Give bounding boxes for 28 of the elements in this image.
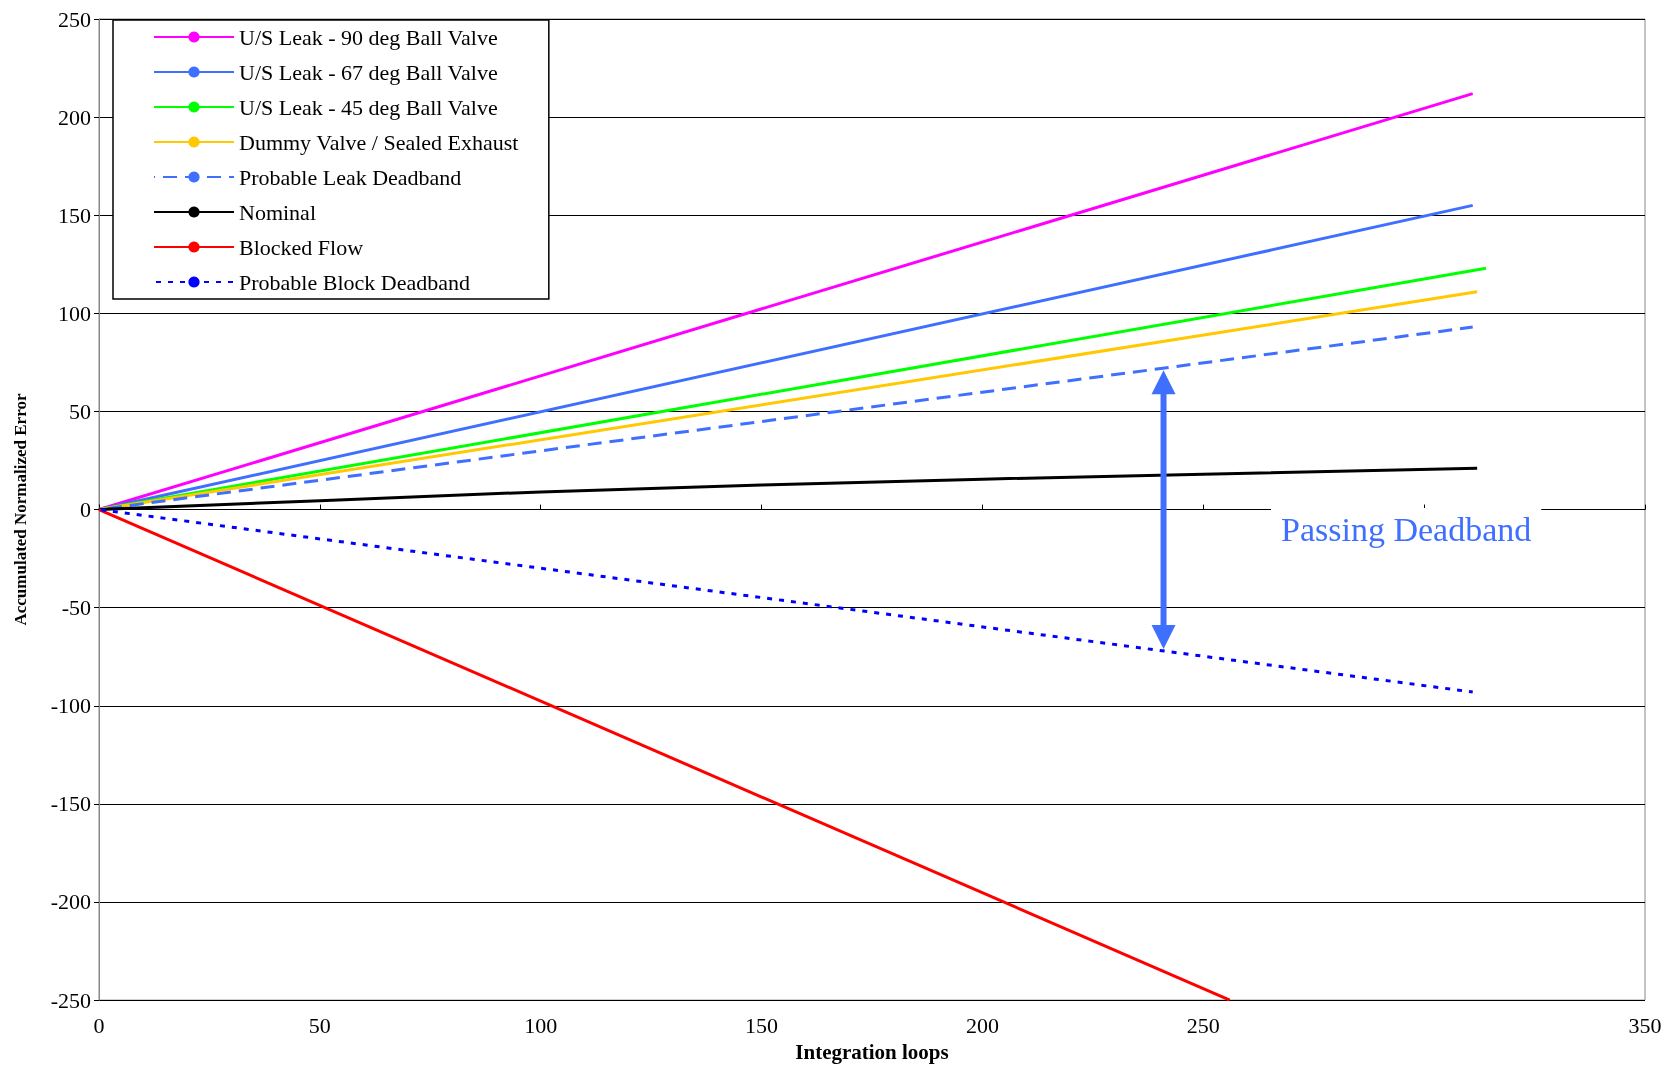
y-tick-label: -100 <box>50 693 91 719</box>
y-tick-label: -150 <box>50 791 91 817</box>
x-tick-label: 250 <box>1186 1012 1220 1038</box>
y-tick-label: 0 <box>80 497 91 523</box>
y-tick-label: -50 <box>61 595 91 621</box>
y-tick-label: 150 <box>58 202 91 228</box>
y-tick-label: 100 <box>58 300 91 326</box>
legend-label: Nominal <box>239 199 316 225</box>
legend-label: U/S Leak - 45 deg Ball Valve <box>239 94 498 120</box>
y-axis-title: Accumulated Normalized Error <box>11 393 30 626</box>
legend-label: U/S Leak - 67 deg Ball Valve <box>239 59 498 85</box>
x-tick-label: 50 <box>308 1012 331 1038</box>
annotation: Passing Deadband <box>1281 510 1532 548</box>
x-axis-title: Integration loops <box>795 1039 949 1064</box>
y-tick-label: -200 <box>50 889 91 915</box>
legend-label: Probable Block Deadband <box>239 269 470 295</box>
y-tick-label: 50 <box>69 398 91 424</box>
y-tick-label: 250 <box>58 6 91 32</box>
y-tick-label: -250 <box>50 987 91 1013</box>
legend-label: Blocked Flow <box>239 234 364 260</box>
x-tick-label: 150 <box>745 1012 779 1038</box>
y-tick-label: 200 <box>58 104 91 130</box>
legend-label: U/S Leak - 90 deg Ball Valve <box>239 24 498 50</box>
x-tick-label: 200 <box>965 1012 999 1038</box>
legend-label: Probable Leak Deadband <box>239 164 462 190</box>
legend-label: Dummy Valve / Sealed Exhaust <box>239 129 519 155</box>
x-tick-label: 350 <box>1628 1012 1662 1038</box>
x-tick-label: 100 <box>524 1012 558 1038</box>
